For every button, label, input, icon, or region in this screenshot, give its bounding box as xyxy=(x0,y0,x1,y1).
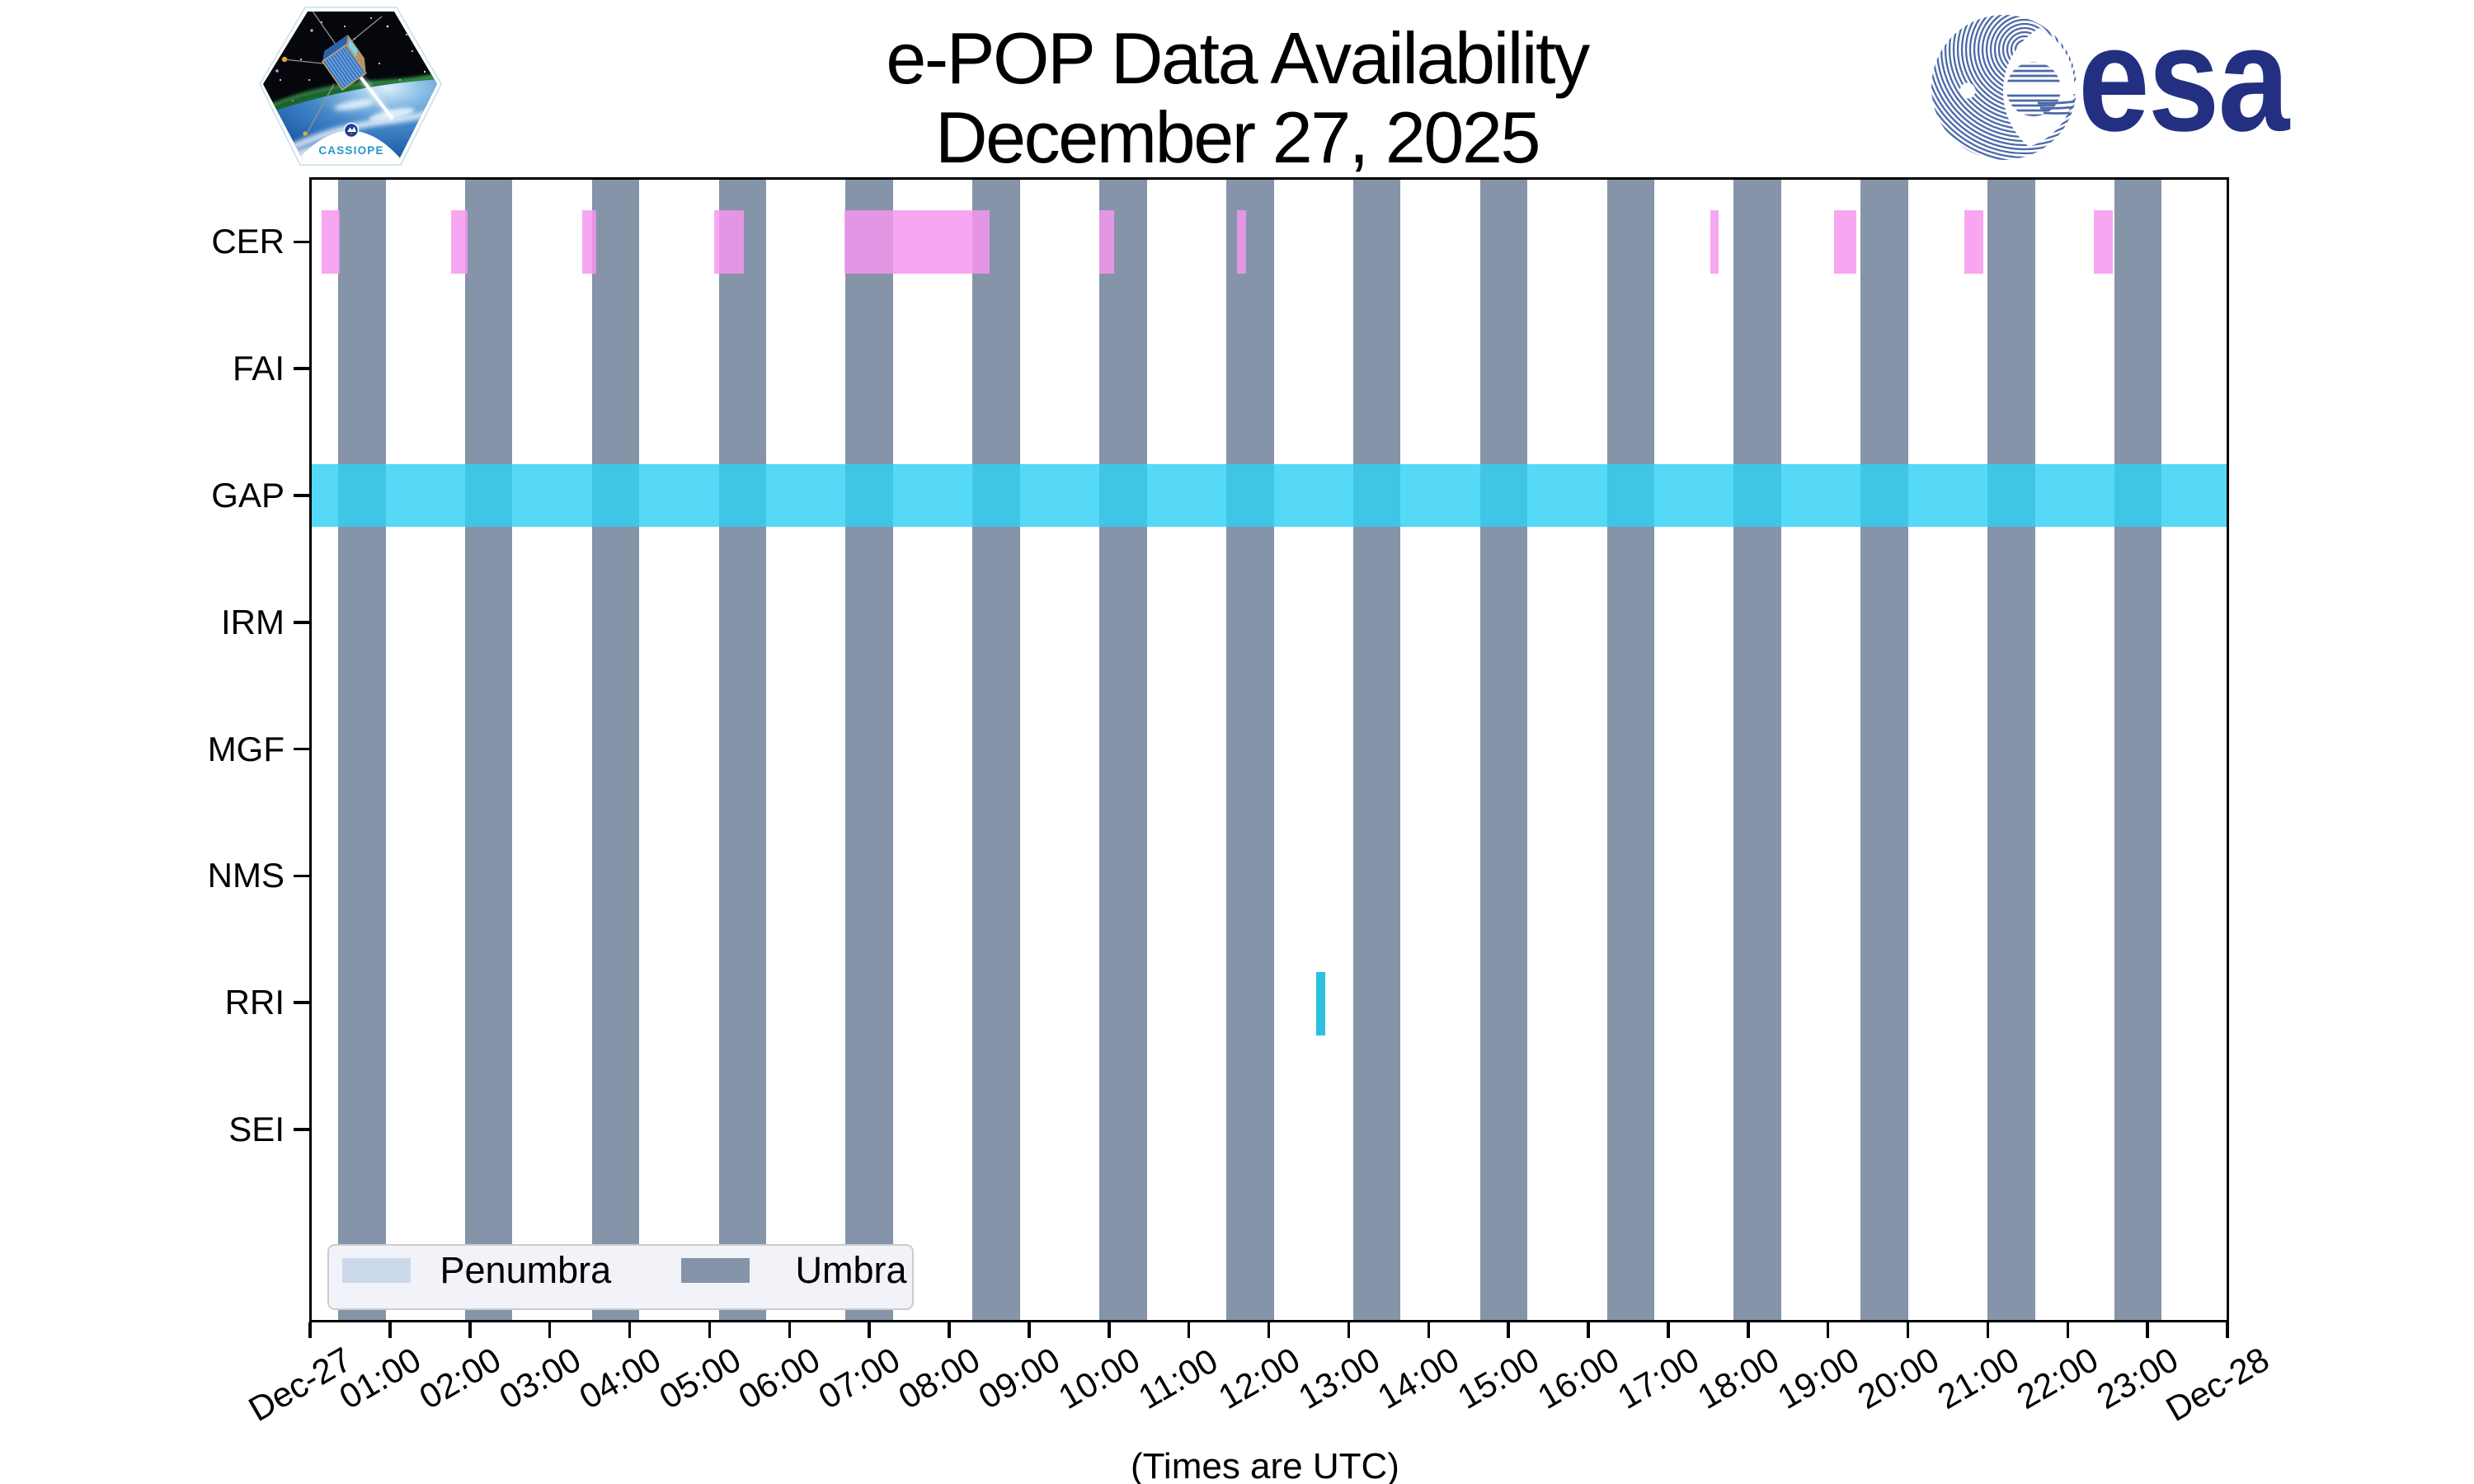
svg-text:CASSIOPE: CASSIOPE xyxy=(318,144,383,157)
svg-text:esa: esa xyxy=(2078,7,2290,162)
